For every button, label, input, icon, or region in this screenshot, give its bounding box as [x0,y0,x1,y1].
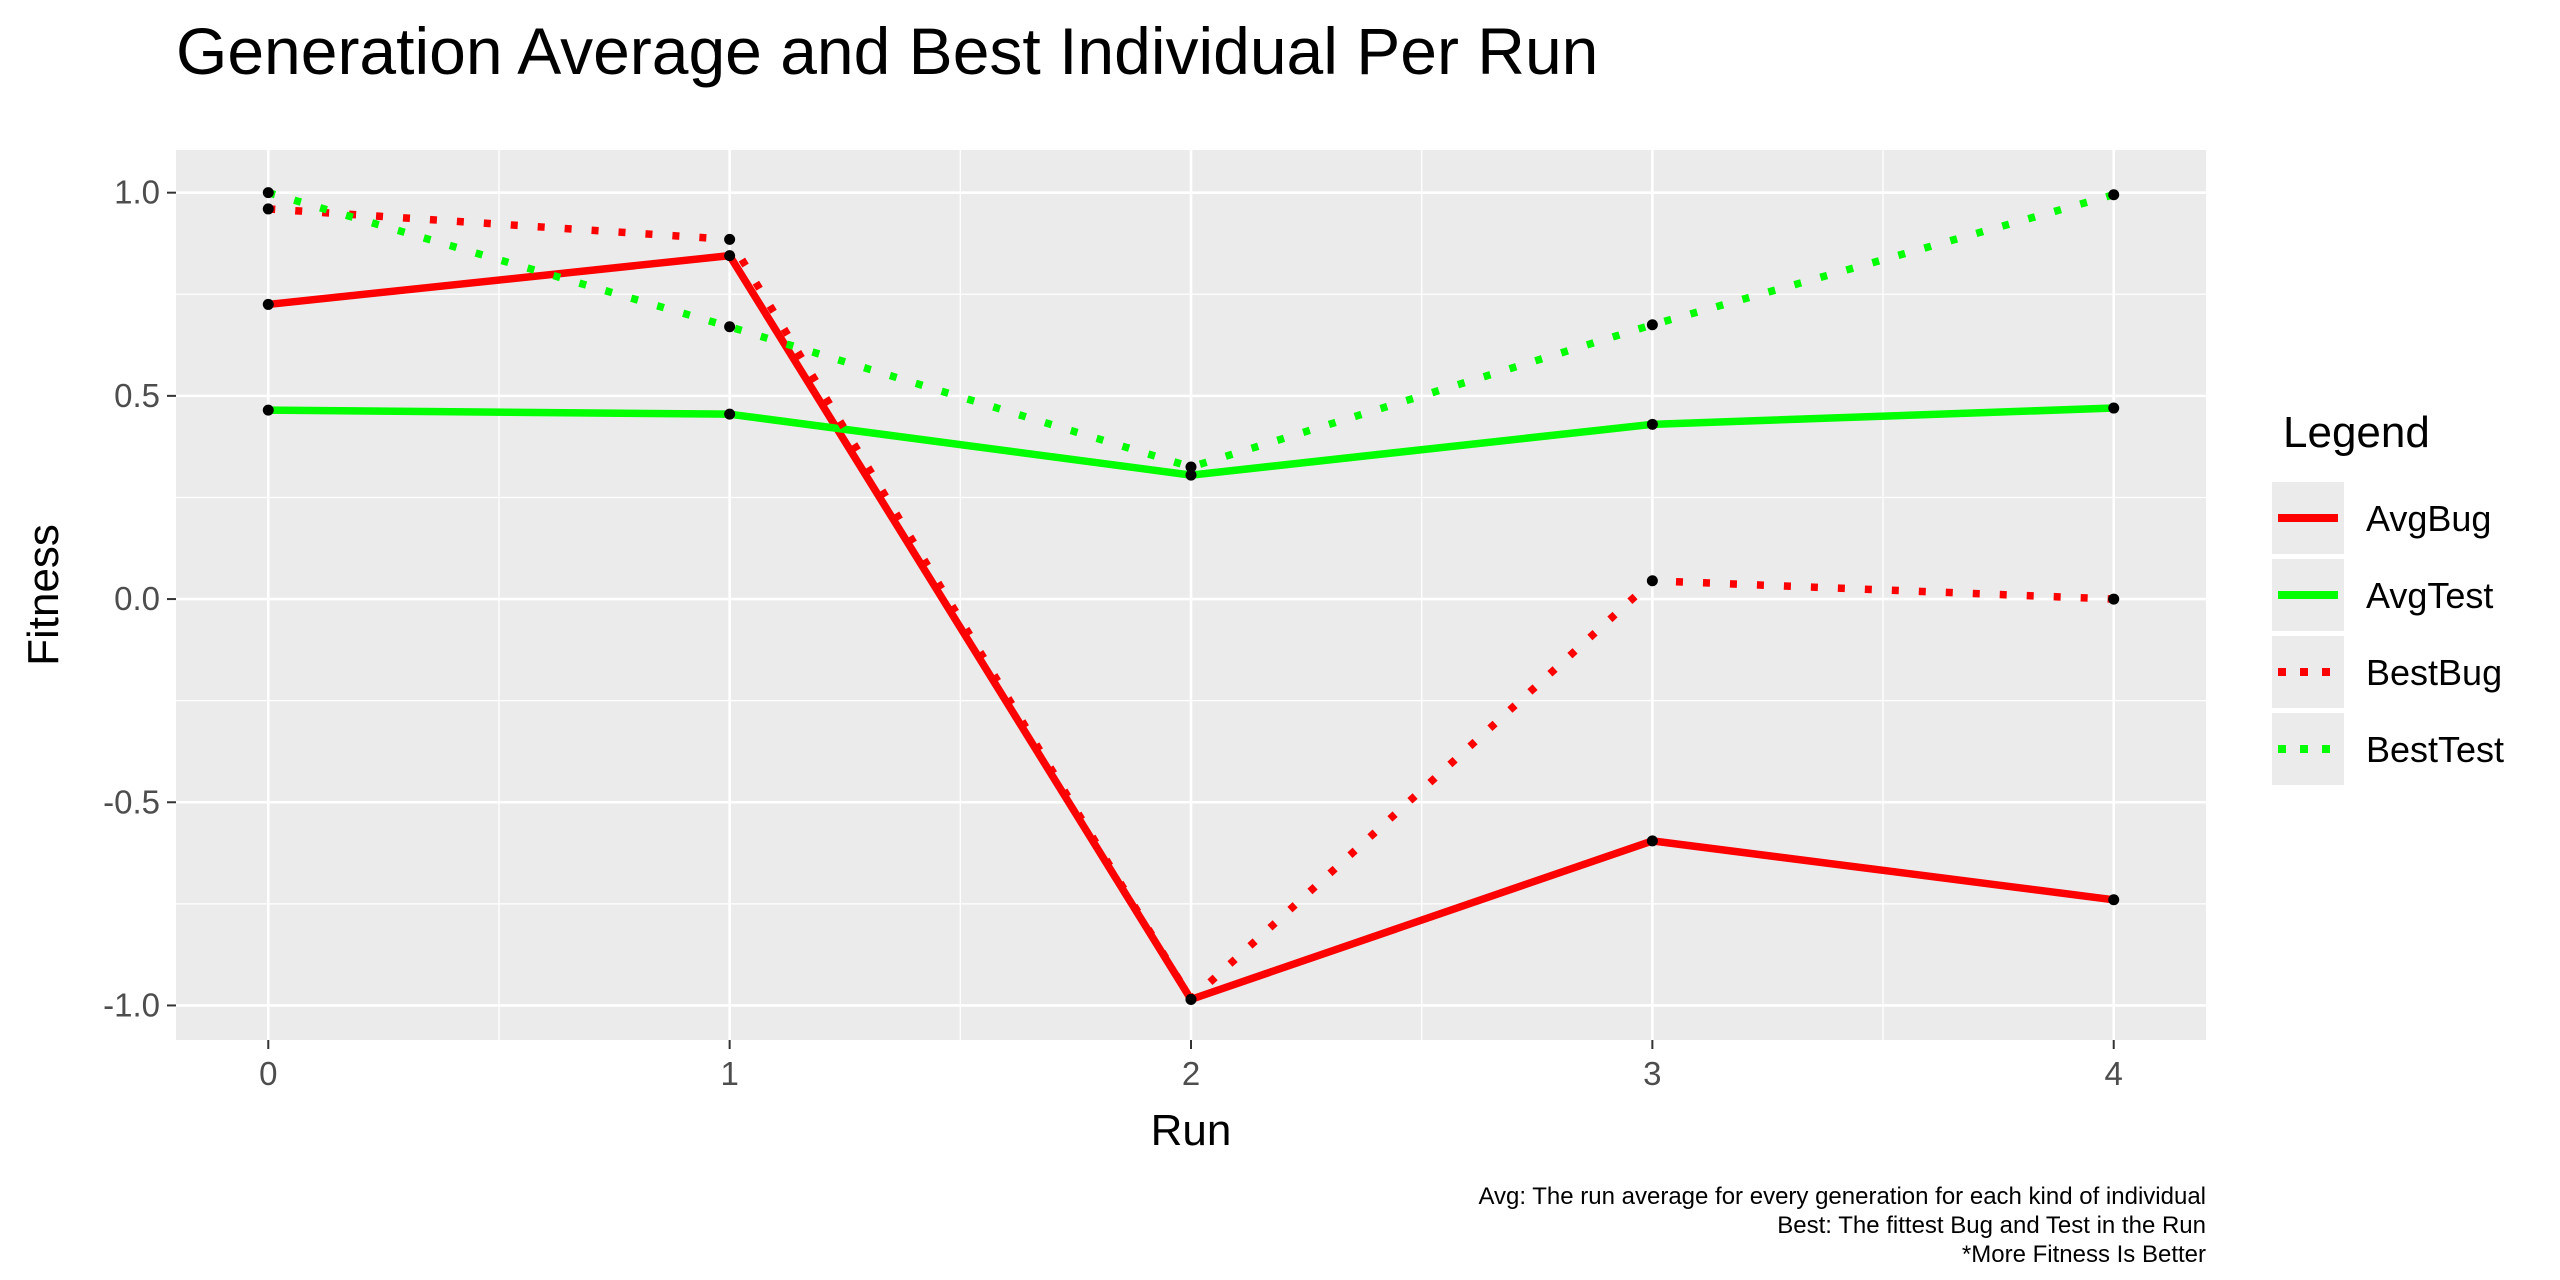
x-tick-label: 3 [1643,1055,1661,1092]
x-tick-label: 0 [259,1055,277,1092]
y-tick-label: -1.0 [103,986,160,1023]
data-point-avgbug [724,250,736,262]
x-axis-title: Run [1151,1106,1232,1155]
y-tick-label: 0.0 [114,580,160,617]
caption-line-2: Best: The fittest Bug and Test in the Ru… [1777,1212,2206,1239]
data-point-avgbug [2108,894,2120,906]
caption: Avg: The run average for every generatio… [1478,1183,2206,1268]
data-point-avgtest [724,408,736,420]
caption-line-3: *More Fitness Is Better [1962,1241,2206,1268]
data-point-avgtest [262,404,274,416]
data-point-avgbug [1646,835,1658,847]
major-gridlines [176,150,2206,1040]
y-tick-label: 0.5 [114,377,160,414]
data-point-avgtest [2108,402,2120,414]
data-point-bestbug [262,203,274,215]
y-tick-label: 1.0 [114,174,160,211]
y-tick-label: -0.5 [103,783,160,820]
x-axis-ticks: 0 1 2 3 4 [259,1040,2123,1092]
data-point-bestbug [1646,575,1658,587]
data-point-bestbug [724,233,736,245]
data-point-bestbug [1185,993,1197,1005]
x-tick-label: 1 [720,1055,738,1092]
data-points [262,187,2120,1005]
data-point-avgbug [262,298,274,310]
legend-title: Legend [2283,408,2430,457]
data-point-besttest [724,321,736,333]
data-point-bestbug [2108,593,2120,605]
y-axis-ticks: -1.0 -0.5 0.0 0.5 1.0 [103,174,176,1023]
x-tick-label: 2 [1182,1055,1200,1092]
data-point-avgtest [1185,469,1197,481]
y-axis-title: Fitness [19,524,68,666]
x-tick-label: 4 [2105,1055,2123,1092]
data-point-avgtest [1646,418,1658,430]
legend-label-bestbug: BestBug [2366,652,2502,693]
chart-title: Generation Average and Best Individual P… [176,14,1598,88]
data-point-besttest [1646,319,1658,331]
legend-label-avgbug: AvgBug [2366,498,2491,539]
caption-line-1: Avg: The run average for every generatio… [1478,1183,2206,1210]
data-point-besttest [1185,461,1197,473]
data-point-besttest [262,187,274,199]
legend: Legend AvgBug AvgTest BestBug BestTest [2272,408,2504,785]
legend-label-avgtest: AvgTest [2366,575,2493,616]
data-point-besttest [2108,189,2120,201]
legend-label-besttest: BestTest [2366,729,2504,770]
